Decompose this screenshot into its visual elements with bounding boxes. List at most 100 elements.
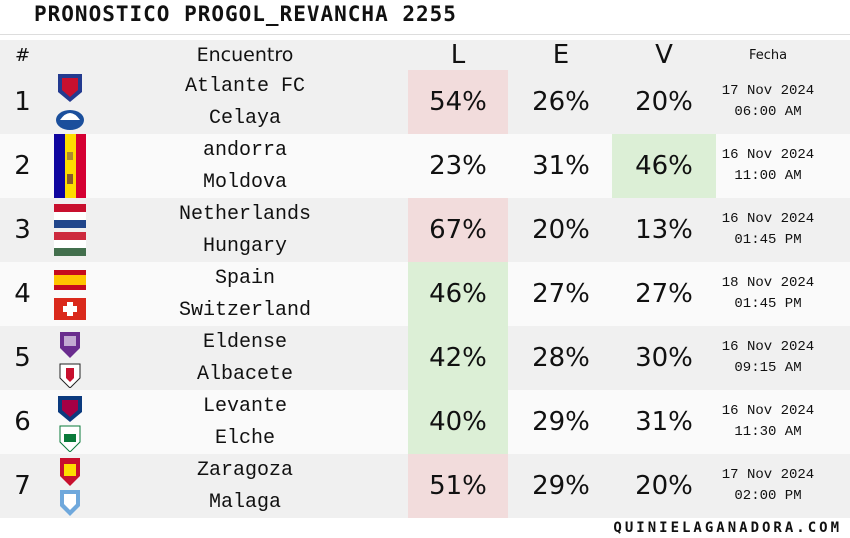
away-team: Switzerland bbox=[178, 298, 312, 322]
highlight-cell bbox=[408, 70, 508, 134]
pct-l: 23% bbox=[429, 151, 487, 181]
column-header: L bbox=[450, 40, 466, 70]
logo bbox=[56, 110, 84, 130]
logo bbox=[60, 458, 80, 486]
away-team: Celaya bbox=[208, 106, 281, 130]
pct-e: 27% bbox=[532, 279, 590, 309]
logo bbox=[59, 425, 81, 453]
logo bbox=[54, 204, 86, 228]
pct-l: 40% bbox=[429, 407, 487, 437]
pct-v: 20% bbox=[635, 87, 693, 117]
pct-e: 29% bbox=[532, 471, 590, 501]
highlight-cell bbox=[408, 198, 508, 262]
logo bbox=[54, 232, 86, 256]
match-time: 09:15 AM bbox=[734, 360, 802, 376]
match-date: 17 Nov 2024 bbox=[721, 83, 815, 99]
match-date: 16 Nov 2024 bbox=[721, 403, 815, 419]
home-team: Zaragoza bbox=[196, 458, 293, 482]
column-header: Encuentro bbox=[196, 44, 294, 66]
row-number: 1 bbox=[14, 87, 31, 117]
match-date: 17 Nov 2024 bbox=[721, 467, 815, 483]
row-number: 7 bbox=[14, 471, 31, 501]
team-logo bbox=[54, 72, 86, 102]
divider bbox=[0, 34, 850, 35]
away-team: Elche bbox=[214, 426, 275, 450]
highlight-cell bbox=[408, 262, 508, 326]
logo bbox=[54, 270, 86, 290]
row-number: 2 bbox=[14, 151, 31, 181]
column-header: V bbox=[655, 40, 673, 70]
pct-v: 20% bbox=[635, 471, 693, 501]
logo bbox=[58, 396, 82, 422]
home-team: Atlante FC bbox=[184, 74, 306, 98]
pct-l: 54% bbox=[429, 87, 487, 117]
match-time: 01:45 PM bbox=[734, 232, 802, 248]
pct-e: 29% bbox=[532, 407, 590, 437]
match-date: 16 Nov 2024 bbox=[721, 339, 815, 355]
away-team: Albacete bbox=[196, 362, 293, 386]
match-time: 11:00 AM bbox=[734, 168, 802, 184]
home-team: Spain bbox=[214, 266, 275, 290]
team-logo bbox=[54, 102, 86, 132]
pct-l: 51% bbox=[429, 471, 487, 501]
pct-l: 46% bbox=[429, 279, 487, 309]
row-number: 6 bbox=[14, 407, 31, 437]
highlight-cell bbox=[408, 390, 508, 454]
row-number: 4 bbox=[14, 279, 31, 309]
match-date: 16 Nov 2024 bbox=[721, 211, 815, 227]
title: PRONOSTICO PROGOL_REVANCHA 2255 bbox=[34, 2, 457, 26]
team-logo bbox=[54, 294, 86, 324]
logo bbox=[54, 298, 86, 320]
home-team: Netherlands bbox=[178, 202, 312, 226]
highlight-cell bbox=[612, 134, 716, 198]
pct-v: 31% bbox=[635, 407, 693, 437]
match-time: 01:45 PM bbox=[734, 296, 802, 312]
home-team: andorra bbox=[202, 138, 287, 162]
pct-v: 46% bbox=[635, 151, 693, 181]
match-time: 02:00 PM bbox=[734, 488, 802, 504]
team-logo bbox=[54, 200, 86, 230]
highlight-cell bbox=[408, 454, 508, 518]
team-logo bbox=[54, 264, 86, 294]
team-logo bbox=[54, 328, 86, 358]
team-logo bbox=[54, 486, 86, 516]
logo bbox=[58, 74, 82, 102]
team-logo bbox=[54, 392, 86, 422]
team-logo bbox=[54, 456, 86, 486]
pct-e: 20% bbox=[532, 215, 590, 245]
logo bbox=[60, 332, 80, 358]
pct-e: 28% bbox=[532, 343, 590, 373]
pct-v: 30% bbox=[635, 343, 693, 373]
pct-e: 31% bbox=[532, 151, 590, 181]
column-header: # bbox=[14, 44, 31, 66]
flag bbox=[54, 134, 86, 198]
header-row bbox=[0, 40, 850, 70]
team-logo bbox=[54, 134, 86, 198]
away-team: Malaga bbox=[208, 490, 281, 514]
match-date: 16 Nov 2024 bbox=[721, 147, 815, 163]
away-team: Moldova bbox=[202, 170, 287, 194]
pct-v: 27% bbox=[635, 279, 693, 309]
pct-v: 13% bbox=[635, 215, 693, 245]
team-logo bbox=[54, 422, 86, 453]
pct-l: 67% bbox=[429, 215, 487, 245]
match-time: 11:30 AM bbox=[734, 424, 802, 440]
match-date: 18 Nov 2024 bbox=[721, 275, 815, 291]
away-team: Hungary bbox=[202, 234, 287, 258]
row-number: 5 bbox=[14, 343, 31, 373]
row-number: 3 bbox=[14, 215, 31, 245]
column-header: E bbox=[552, 40, 570, 70]
match-time: 06:00 AM bbox=[734, 104, 802, 120]
home-team: Eldense bbox=[202, 330, 287, 354]
logo bbox=[60, 490, 80, 516]
home-team: Levante bbox=[202, 394, 287, 418]
pct-e: 26% bbox=[532, 87, 590, 117]
pct-l: 42% bbox=[429, 343, 487, 373]
team-logo bbox=[54, 230, 86, 260]
team-logo bbox=[54, 358, 86, 389]
column-header: Fecha bbox=[748, 47, 788, 63]
footer-site: QUINIELAGANADORA.COM bbox=[613, 520, 842, 536]
logo bbox=[59, 363, 81, 389]
highlight-cell bbox=[408, 326, 508, 390]
